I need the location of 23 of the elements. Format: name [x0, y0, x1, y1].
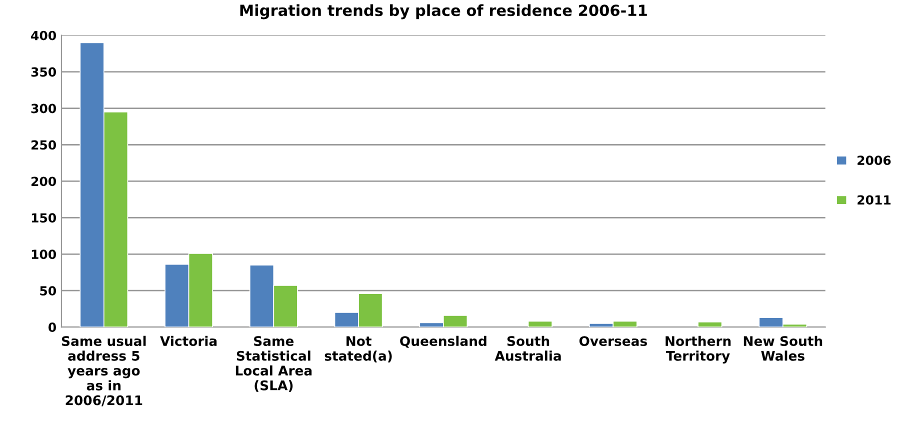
x-tick-label: Overseas: [579, 336, 647, 346]
x-tick-label: Not stated(a): [324, 336, 392, 362]
x-tick-label: Queensland: [400, 336, 486, 348]
y-tick-label: 50: [40, 286, 56, 296]
x-tick-label: Same usual address 5 years ago as in 2006/2011: [62, 336, 146, 406]
bar: [528, 320, 552, 328]
legend-label: 2011: [858, 195, 891, 205]
chart-title: Migration trends by place of residence 2006-11: [240, 4, 647, 20]
y-tick-label: 400: [31, 30, 56, 40]
x-tick-label: New South Wales: [744, 336, 822, 361]
x-tick-label: Victoria: [160, 336, 217, 346]
y-tick-label: 350: [31, 67, 56, 77]
x-tick-label: Northern Territory: [666, 336, 731, 364]
y-tick-label: 300: [31, 104, 56, 114]
legend-label: 2006: [858, 156, 891, 166]
y-tick-label: 200: [32, 176, 56, 186]
y-tick-label: 250: [32, 140, 56, 150]
bar: [698, 322, 722, 328]
y-tick-label: 100: [32, 250, 56, 260]
x-tick-label: Same Statistical Local Area (SLA): [236, 336, 312, 392]
x-tick-label: South Australia: [494, 336, 561, 361]
y-tick-label: 150: [32, 213, 56, 223]
y-tick-label: 0: [48, 322, 56, 332]
